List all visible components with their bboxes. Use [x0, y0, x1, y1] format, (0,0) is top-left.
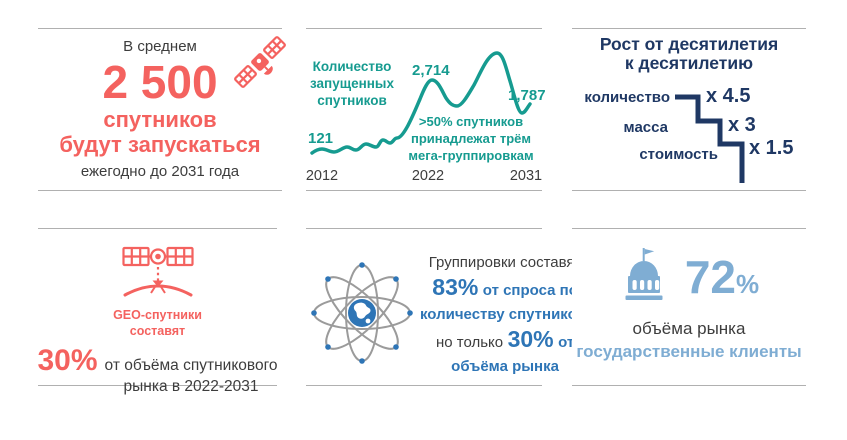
government-value: 72% [684, 250, 760, 303]
x-tick-2022: 2022 [411, 168, 445, 184]
constellation-intro: Группировки составят [428, 254, 582, 271]
orbits-globe-icon [310, 261, 414, 370]
growth-value-cost: х 1.5 [749, 137, 794, 159]
panel-geo-satellites: GEO-спутники составят 30% от объёма спут… [38, 228, 278, 395]
geo-caption: GEO-спутники составят [113, 308, 202, 338]
growth-label-count: количество [584, 89, 670, 106]
panel-decade-growth: Рост от десятилетия к десятилетию количе… [572, 28, 806, 191]
growth-title: Рост от десятилетия к десятилетию [599, 34, 779, 73]
geo-satellite-ground-icon [121, 243, 194, 304]
market-percentage: 30% [507, 326, 554, 352]
x-tick-2031: 2031 [509, 168, 543, 184]
growth-label-cost: стоимость [639, 146, 718, 163]
capitol-building-icon [619, 247, 669, 306]
demand-percentage: 83% [432, 274, 479, 300]
government-stat-row: 72% [619, 247, 759, 306]
panel-launch-chart: Количество запущенных спутников 121 2,71… [306, 28, 546, 191]
chart-title: Количество запущенных спутников [310, 59, 394, 108]
geo-percentage: 30% [37, 344, 98, 377]
chart-peak-value: 2,714 [412, 62, 450, 79]
panel-average-launches: В среднем 2 500 спутников будут запускат… [38, 28, 286, 191]
panel-constellations: Группировки составят 83% от спроса по ко… [306, 228, 590, 386]
chart-start-value: 121 [308, 130, 334, 147]
government-line1: объёма рынка [632, 319, 746, 338]
avg-line2: будут запускаться [59, 132, 261, 157]
launch-trend-line [310, 51, 532, 155]
panel-government-share: 72% объёма рынка государственные клиенты [572, 228, 806, 386]
satellite-icon [230, 31, 288, 94]
growth-label-mass: масса [623, 119, 668, 136]
avg-caption: ежегодно до 2031 года [80, 163, 240, 180]
constellation-market-line2: объёма рынка [451, 358, 559, 375]
chart-annotation: >50% спутников принадлежат трём мега-гру… [408, 114, 534, 163]
government-line2: государственные клиенты [576, 342, 802, 361]
growth-value-mass: х 3 [728, 114, 756, 136]
avg-value: 2 500 [102, 56, 218, 108]
constellation-demand-line2: количеству спутников, [420, 306, 591, 323]
constellation-demand-line: 83% от спроса по [432, 274, 578, 300]
avg-line1: спутников [103, 107, 217, 132]
constellation-stats: Группировки составят 83% от спроса по ко… [420, 253, 590, 377]
growth-value-count: х 4.5 [706, 85, 751, 107]
staircase-shape [675, 94, 745, 183]
x-tick-2012: 2012 [305, 168, 339, 184]
geo-stat-row: 30% от объёма спутникового рынка в 2022-… [38, 344, 278, 397]
constellation-market-line: но только 30% от [435, 326, 575, 352]
geo-stat-text: от объёма спутникового рынка в 2022-2031 [104, 357, 278, 395]
chart-end-value: 1,787 [508, 87, 546, 104]
avg-intro-text: В среднем [123, 38, 197, 55]
